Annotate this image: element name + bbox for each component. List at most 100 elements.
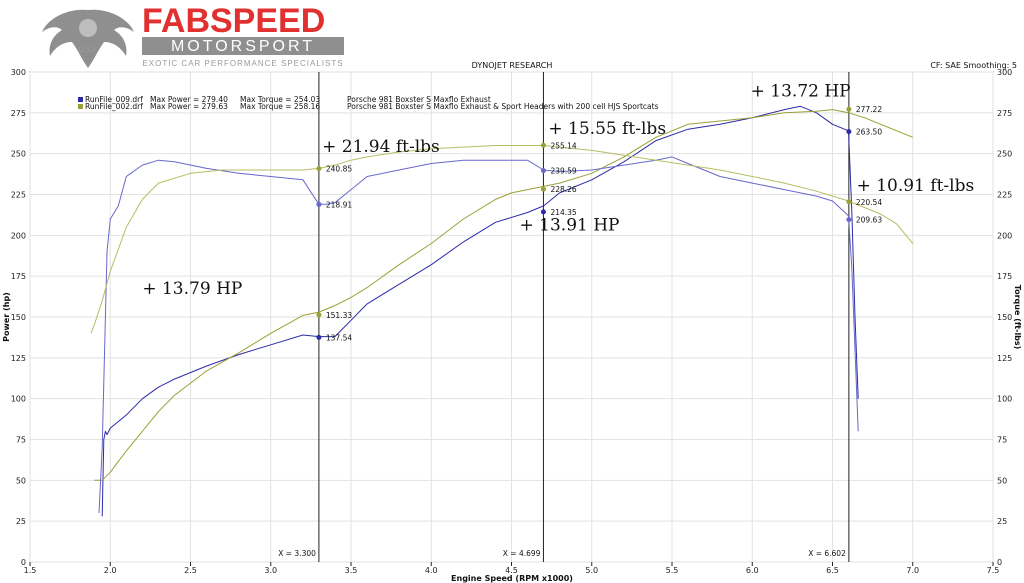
gain-annotation: + 13.91 HP (520, 215, 620, 235)
y-tick-label-left: 75 (16, 436, 26, 445)
x-axis-ticks: 1.5 2.0 2.5 3.0 3.5 4.0 4.5 5.0 5.5 6.0 6.5 7.0 7.5 (24, 562, 1000, 575)
y-tick-label-left: 175 (11, 272, 26, 281)
logo-badge: USA (78, 45, 97, 54)
x-tick-label: 6.5 (826, 566, 839, 575)
y-axis-left-label: Power (hp) (2, 292, 11, 342)
gain-annotation: + 15.55 ft-lbs (548, 119, 666, 139)
cursor-lines: X = 3.300 X = 4.699 X = 6.602 (278, 72, 850, 562)
cursor-label: X = 3.300 (278, 549, 316, 558)
data-point-label: 214.35 (550, 208, 576, 217)
x-tick-label: 4.5 (505, 566, 518, 575)
y-tick-label-right: 300 (997, 68, 1012, 77)
data-point-label: 277.22 (856, 105, 882, 114)
legend-torque-1: Max Torque = 254.03 (240, 95, 320, 104)
data-point (540, 168, 546, 174)
legend-power-2: Max Power = 279.63 (150, 102, 228, 111)
data-point-label: 220.54 (856, 198, 882, 207)
gain-annotation: + 10.91 ft-lbs (857, 176, 975, 196)
chart-header-right: CF: SAE Smoothing: 5 (930, 61, 1017, 70)
data-point (540, 186, 546, 192)
legend-run-2: RunFile_002.drf (85, 102, 143, 111)
y-tick-label-left: 100 (11, 395, 26, 404)
legend-desc-2: Porsche 981 Boxster S Maxflo Exhaust & S… (347, 102, 659, 111)
data-point-label: 240.85 (326, 165, 352, 174)
x-tick-label: 3.5 (345, 566, 358, 575)
data-point-label: 263.50 (856, 128, 882, 137)
y-tick-label-right: 25 (997, 517, 1007, 526)
chart-title: DYNOJET RESEARCH (472, 61, 553, 70)
legend-power-1: Max Power = 279.40 (150, 95, 228, 104)
data-point (846, 217, 852, 223)
data-point-label: 151.33 (326, 311, 352, 320)
x-axis-label: Engine Speed (RPM x1000) (451, 574, 573, 583)
logo-tagline: EXOTIC CAR PERFORMANCE SPECIALISTS (142, 59, 343, 68)
y-tick-label-left: 125 (11, 354, 26, 363)
y-tick-label-right: 175 (997, 272, 1012, 281)
logo-sub-bg (142, 37, 344, 55)
y-tick-label-right: 0 (997, 558, 1002, 567)
y-axis-right-label: Torque (ft-lbs) (1013, 285, 1022, 350)
y-tick-label-left: 250 (11, 150, 26, 159)
y-tick-label-right: 50 (997, 476, 1007, 485)
y-tick-label-right: 275 (997, 109, 1012, 118)
data-point (846, 199, 852, 205)
cursor-label: X = 4.699 (503, 549, 541, 558)
data-point-label: 209.63 (856, 216, 882, 225)
grid (29, 71, 994, 563)
data-points: 151.33 137.54 240.85 218.91 255.14 239.59 228.… (316, 105, 882, 342)
x-tick-label: 6.0 (746, 566, 759, 575)
y-tick-label-right: 250 (997, 150, 1012, 159)
data-point-label: 255.14 (550, 141, 576, 150)
x-tick-label: 2.5 (184, 566, 197, 575)
y-tick-label-right: 150 (997, 313, 1012, 322)
series-line-1 (94, 109, 913, 481)
gain-annotation: + 13.79 HP (142, 279, 242, 299)
series-lines (90, 105, 914, 517)
legend-run-1: RunFile_009.drf (85, 95, 143, 104)
logo-sub: MOTORSPORT (171, 38, 315, 55)
data-point-label: 137.54 (326, 333, 352, 342)
y-tick-label-right: 125 (997, 354, 1012, 363)
y-axis-ticks: 0 0 25 25 50 50 75 75 100 100 125 125 150 150 175 175 20… (11, 68, 1013, 567)
x-tick-label: 5.0 (585, 566, 598, 575)
y-tick-label-left: 275 (11, 109, 26, 118)
series-line-3 (90, 145, 914, 334)
data-point (540, 209, 546, 215)
y-tick-label-left: 300 (11, 68, 26, 77)
data-point (846, 129, 852, 135)
y-tick-label-left: 225 (11, 191, 26, 200)
y-tick-label-right: 225 (997, 191, 1012, 200)
gain-annotation: + 13.72 HP (751, 82, 851, 102)
data-point (316, 312, 322, 318)
y-tick-label-right: 100 (997, 395, 1012, 404)
x-tick-label: 5.5 (666, 566, 679, 575)
wings-icon: USA (42, 9, 134, 68)
logo-brand: FABSPEED (142, 2, 325, 40)
series-line-2 (98, 156, 859, 514)
y-tick-label-left: 150 (11, 313, 26, 322)
legend-torque-2: Max Torque = 258.16 (240, 102, 320, 111)
x-tick-label: 7.5 (987, 566, 1000, 575)
y-tick-label-left: 200 (11, 231, 26, 240)
y-tick-label-left: 25 (16, 517, 26, 526)
data-point (846, 106, 852, 112)
legend-swatch-2 (78, 104, 83, 109)
data-point-label: 218.91 (326, 200, 352, 209)
cursor-label: X = 6.602 (808, 549, 846, 558)
series-line-0 (101, 105, 859, 517)
y-tick-label-left: 0 (21, 558, 26, 567)
x-tick-label: 1.5 (24, 566, 37, 575)
data-point (316, 201, 322, 207)
y-tick-label-right: 200 (997, 231, 1012, 240)
data-point (540, 142, 546, 148)
data-point-label: 228.26 (550, 185, 576, 194)
x-tick-label: 4.0 (425, 566, 438, 575)
data-point (316, 334, 322, 340)
data-point-label: 239.59 (550, 167, 576, 176)
legend-swatch-1 (78, 97, 83, 102)
y-tick-label-right: 75 (997, 436, 1007, 445)
y-tick-label-left: 50 (16, 476, 26, 485)
gain-annotation: + 21.94 ft-lbs (322, 137, 440, 157)
annotations: + 13.79 HP + 21.94 ft-lbs + 15.55 ft-lbs + … (142, 82, 974, 300)
